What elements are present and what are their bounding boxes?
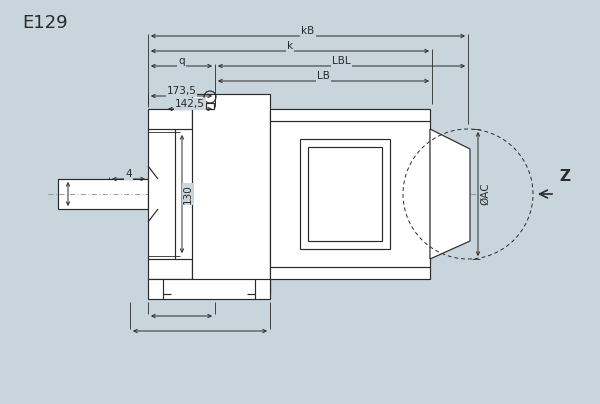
Bar — [148, 279, 270, 299]
Text: 173,5: 173,5 — [167, 86, 196, 96]
Text: k: k — [287, 41, 293, 51]
Bar — [206, 103, 214, 109]
Text: kB: kB — [301, 26, 314, 36]
Bar — [300, 139, 390, 249]
Text: LB: LB — [317, 71, 330, 81]
Bar — [270, 109, 430, 279]
Bar — [58, 179, 148, 209]
Polygon shape — [148, 109, 270, 279]
Text: q: q — [178, 56, 185, 66]
Bar — [308, 147, 382, 241]
Text: 4: 4 — [125, 169, 132, 179]
Polygon shape — [430, 129, 470, 259]
Text: Z: Z — [560, 169, 571, 184]
Text: 142,5: 142,5 — [175, 99, 205, 109]
Polygon shape — [192, 94, 270, 294]
Text: E129: E129 — [22, 14, 68, 32]
Text: ØAC: ØAC — [480, 183, 490, 205]
Text: 130: 130 — [183, 184, 193, 204]
Text: LBL: LBL — [332, 56, 351, 66]
